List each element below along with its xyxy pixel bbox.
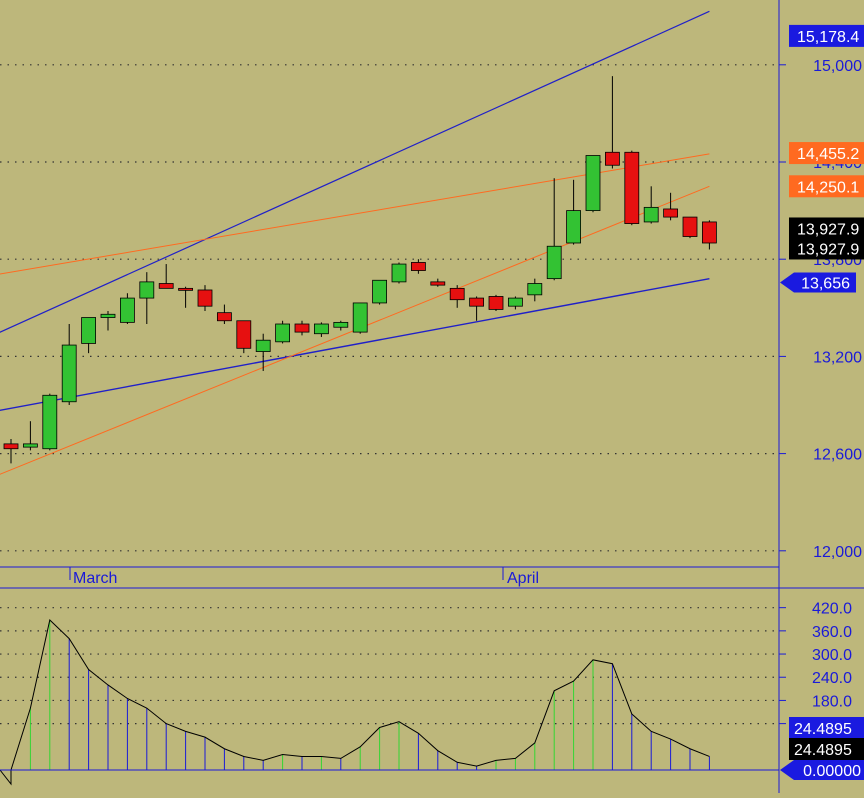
- candle-up: [391, 263, 407, 283]
- candle-up: [100, 313, 116, 318]
- candle-down: [469, 297, 485, 307]
- price-label-box: [789, 237, 864, 260]
- candle-up: [313, 323, 329, 335]
- oscillator-line: [0, 619, 710, 786]
- price-tick-label: 15,000: [813, 58, 862, 75]
- osc-label-text: 24.4895: [794, 742, 852, 759]
- candle-down: [410, 262, 426, 271]
- candle-up: [566, 210, 581, 244]
- candle-up: [255, 339, 271, 352]
- price-label-text: 13,656: [801, 276, 850, 293]
- candle-down: [236, 320, 252, 349]
- orange-trendline-2: [0, 185, 710, 475]
- price-tick-label: 12,000: [813, 544, 862, 561]
- osc-tick-label: 300.0: [812, 647, 852, 664]
- candle-up: [120, 297, 135, 323]
- price-label-box: [789, 24, 864, 47]
- candle-down: [430, 281, 446, 286]
- candle-down: [178, 287, 194, 291]
- month-label-march: March: [73, 570, 117, 587]
- price-label-box: [789, 142, 864, 165]
- candle-down: [197, 289, 213, 307]
- candle-down: [294, 323, 310, 333]
- candle-up: [352, 302, 368, 333]
- price-label-text: 14,455.2: [797, 146, 859, 163]
- price-label-text: 13,927.9: [797, 241, 859, 258]
- oscillator-value-labels: 24.4895 24.4895 0.00000: [780, 717, 864, 780]
- candle-down: [158, 283, 174, 289]
- candle-down: [702, 221, 717, 244]
- candle-up: [372, 279, 388, 304]
- osc-label-box: [789, 717, 864, 739]
- candle-down: [488, 296, 504, 310]
- osc-tick-label: 240.0: [812, 670, 852, 687]
- price-label-text: 15,178.4: [797, 29, 859, 46]
- candle-up: [81, 317, 96, 344]
- candle-down: [624, 151, 640, 224]
- price-trendlines: [0, 10, 710, 475]
- channel-upper-line: [0, 10, 710, 333]
- candle-up: [585, 155, 601, 212]
- osc-label-box: [780, 760, 864, 780]
- price-label-box: [780, 272, 856, 293]
- candle-down: [3, 443, 19, 450]
- candles: [3, 76, 717, 464]
- price-label-box: [789, 175, 864, 198]
- candle-up: [333, 321, 349, 328]
- candle-up: [643, 206, 659, 223]
- channel-lower-line: [0, 277, 710, 411]
- price-label-text: 14,250.1: [797, 179, 859, 196]
- osc-label-text: 0.00000: [803, 763, 861, 780]
- candle-down: [216, 312, 232, 322]
- candle-up: [139, 281, 155, 299]
- price-label-box: [789, 217, 864, 240]
- candle-up: [546, 245, 562, 280]
- candle-down: [663, 208, 678, 218]
- candle-up: [42, 394, 58, 450]
- candle-up: [275, 323, 291, 343]
- month-label-april: April: [507, 570, 539, 587]
- candle-down: [449, 287, 465, 301]
- price-tick-label: 12,600: [813, 447, 862, 464]
- price-tick-label: 13,200: [813, 349, 862, 366]
- osc-label-text: 24.4895: [794, 721, 852, 738]
- osc-tick-label: 420.0: [812, 601, 852, 618]
- candle-up: [527, 283, 543, 296]
- price-label-text: 13,927.9: [797, 221, 859, 238]
- candle-down: [605, 151, 620, 166]
- candle-up: [61, 344, 77, 403]
- osc-tick-label: 180.0: [812, 693, 852, 710]
- candle-up: [507, 297, 523, 307]
- price-value-labels: 15,178.4 14,455.2 14,250.1 13,927.9 13,927.9…: [780, 24, 864, 293]
- candle-up: [22, 443, 38, 448]
- oscillator-bars: [29, 620, 710, 770]
- osc-label-box: [789, 738, 864, 760]
- candle-down: [682, 216, 698, 237]
- osc-tick-label: 360.0: [812, 624, 852, 641]
